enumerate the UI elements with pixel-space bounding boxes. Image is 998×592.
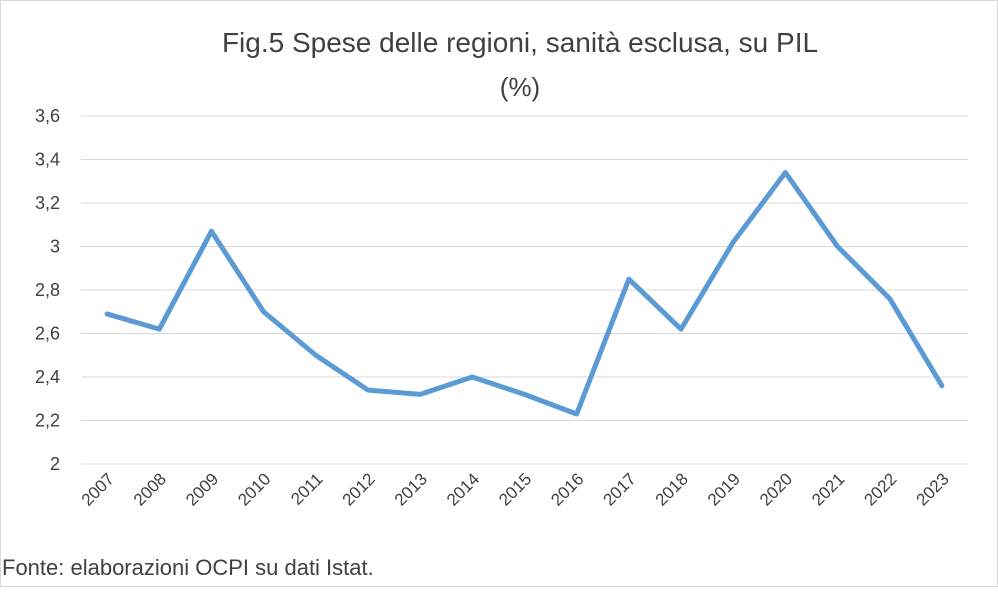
chart-title: Fig.5 Spese delle regioni, sanità esclus… [222, 27, 818, 58]
y-tick-label: 2,4 [35, 367, 60, 387]
y-tick-label: 3,6 [35, 106, 60, 126]
data-line [104, 170, 945, 417]
y-tick-label: 3,2 [35, 193, 60, 213]
chart-subtitle: (%) [500, 72, 540, 102]
y-tick-label: 2,2 [35, 411, 60, 431]
y-tick-label: 3,4 [35, 150, 60, 170]
y-tick-label: 2 [50, 454, 60, 474]
source-note: Fonte: elaborazioni OCPI su dati Istat. [2, 555, 374, 580]
y-tick-label: 2,6 [35, 324, 60, 344]
y-tick-label: 2,8 [35, 280, 60, 300]
y-tick-label: 3 [50, 237, 60, 257]
